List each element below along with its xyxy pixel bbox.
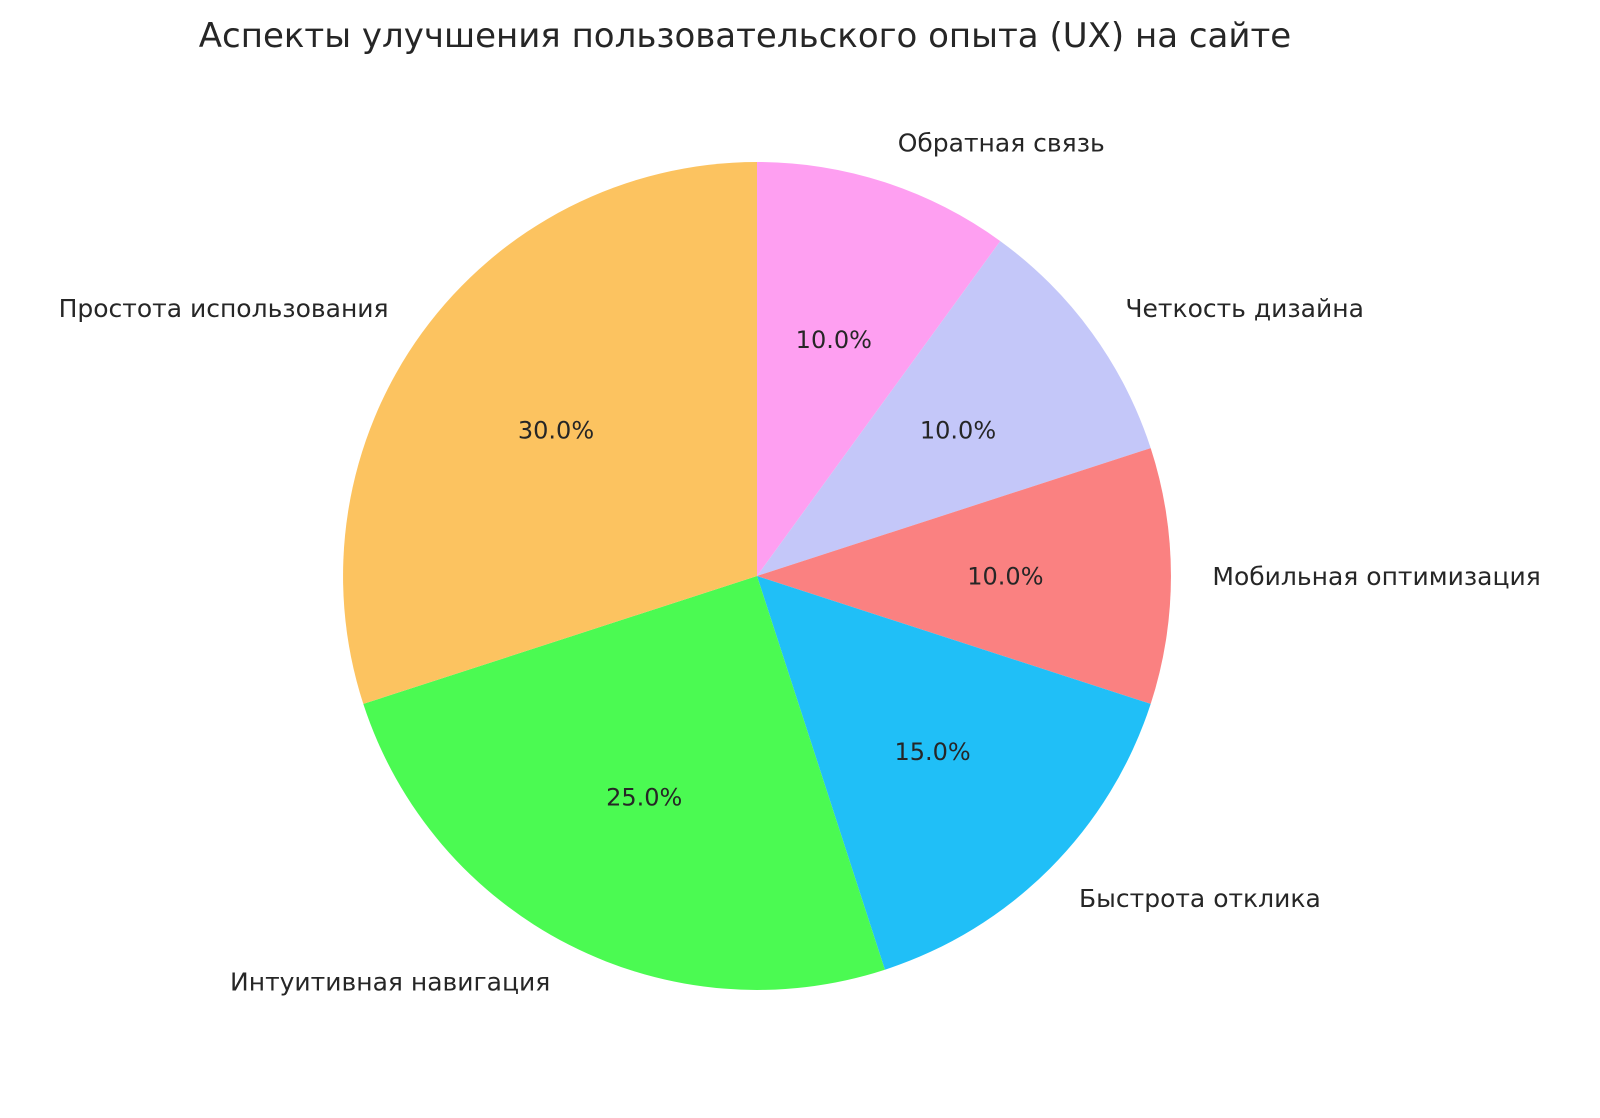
- pie-pct-label-2: 10.0%: [920, 416, 996, 444]
- pie-pct-label-4: 15.0%: [894, 738, 970, 766]
- chart-title: Аспекты улучшения пользовательского опыт…: [199, 16, 1291, 56]
- pie-category-label-2: Четкость дизайна: [1125, 294, 1364, 323]
- pie-slice-2: [757, 241, 1151, 576]
- pie-slice-4: [757, 576, 1151, 970]
- pie-category-label-6: Простота использования: [59, 294, 389, 323]
- pie-slice-1: [757, 162, 1001, 576]
- pie-slices: [343, 162, 1171, 990]
- pie-labels: 10.0% Обратная связь 10.0% Четкость дизайна…: [59, 129, 1541, 997]
- pie-category-label-1: Обратная связь: [898, 129, 1105, 158]
- pie-pct-label-3: 10.0%: [967, 562, 1043, 590]
- pie-pct-label-5: 25.0%: [606, 784, 682, 812]
- pie-pct-label-6: 30.0%: [518, 416, 594, 444]
- pie-category-label-3: Мобильная оптимизация: [1212, 562, 1540, 591]
- pie-category-label-5: Интуитивная навигация: [230, 968, 550, 997]
- pie-category-label-4: Быстрота отклика: [1079, 884, 1321, 913]
- pie-slice-3: [757, 448, 1171, 704]
- pie-slice-5: [363, 576, 885, 990]
- pie-pct-label-1: 10.0%: [796, 326, 872, 354]
- pie-slice-6: [343, 162, 757, 704]
